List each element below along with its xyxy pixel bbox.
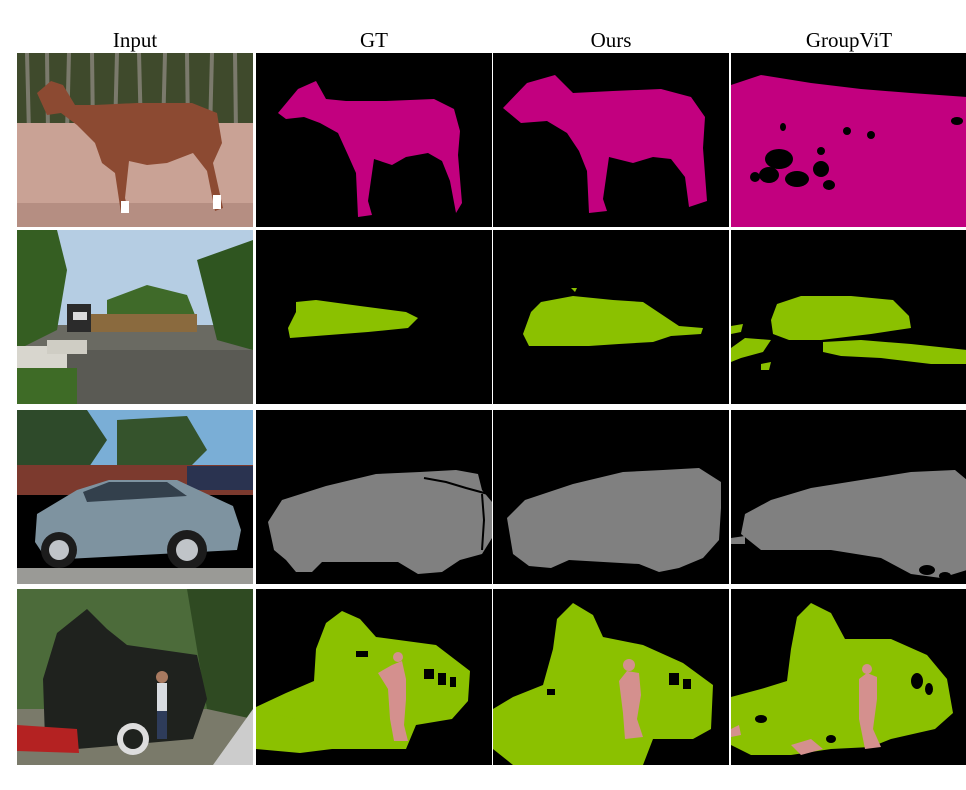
groupvit-mask-car [731,410,966,584]
gt-mask-locomotive [256,589,492,765]
header-ours: Ours [590,28,632,52]
ours-mask-train [493,230,729,404]
gt-mask-train [256,230,492,404]
ours-mask-locomotive [493,589,729,765]
input-image-locomotive [17,589,253,765]
input-image-car [17,410,253,584]
groupvit-mask-horse [731,53,966,227]
ours-mask-horse [493,53,729,227]
groupvit-mask-locomotive [731,589,966,765]
ours-mask-car [493,410,729,584]
gt-mask-car [256,410,492,584]
header-groupvit: GroupViT [805,28,893,52]
header-gt: GT [360,28,388,52]
gt-mask-horse [256,53,492,227]
input-image-train [17,230,253,404]
input-image-horse [17,53,253,227]
groupvit-mask-train [731,230,966,404]
header-input: Input [112,28,158,52]
